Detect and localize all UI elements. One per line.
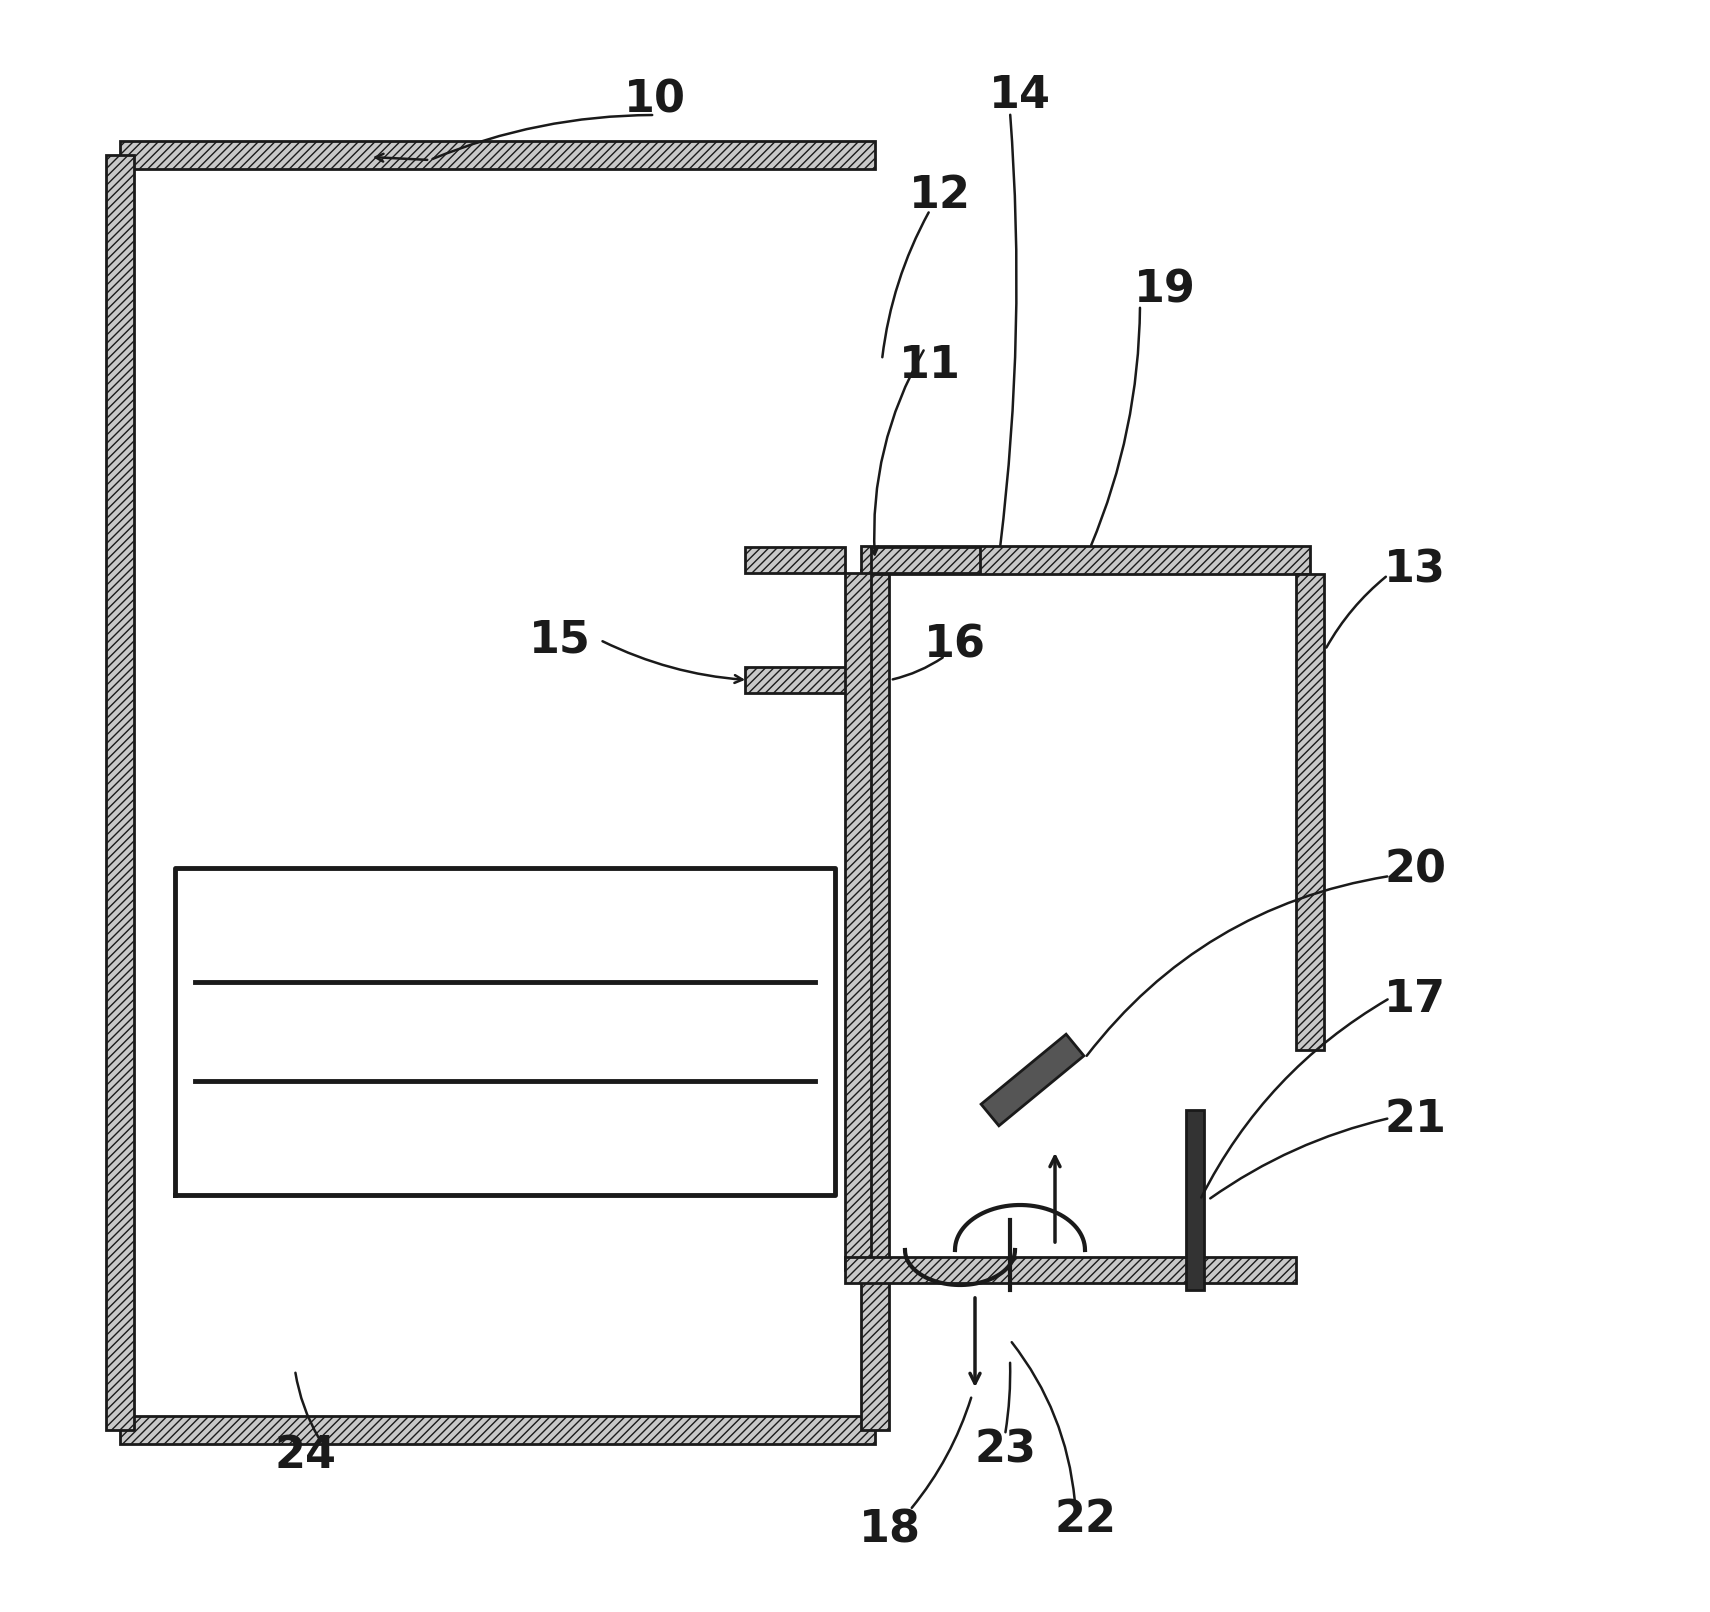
Polygon shape xyxy=(862,546,1310,574)
Polygon shape xyxy=(1296,574,1324,1049)
Polygon shape xyxy=(982,1035,1084,1125)
Polygon shape xyxy=(1187,1111,1204,1290)
Polygon shape xyxy=(845,572,870,1270)
Polygon shape xyxy=(862,571,889,1430)
Text: 18: 18 xyxy=(858,1509,922,1551)
Text: 12: 12 xyxy=(910,174,971,216)
Text: 17: 17 xyxy=(1383,978,1447,1022)
Text: 15: 15 xyxy=(528,619,592,661)
Polygon shape xyxy=(746,546,845,572)
Text: 10: 10 xyxy=(624,79,686,121)
Text: 16: 16 xyxy=(923,624,987,666)
Polygon shape xyxy=(870,546,980,572)
Text: 13: 13 xyxy=(1383,548,1447,592)
Text: 11: 11 xyxy=(899,343,961,387)
Text: 23: 23 xyxy=(975,1428,1036,1472)
Text: 19: 19 xyxy=(1134,269,1195,311)
Text: 24: 24 xyxy=(274,1433,335,1477)
Polygon shape xyxy=(120,1415,876,1444)
Polygon shape xyxy=(845,1257,1296,1283)
Text: 20: 20 xyxy=(1383,848,1447,891)
Polygon shape xyxy=(106,155,133,1430)
Polygon shape xyxy=(746,667,870,693)
Text: 14: 14 xyxy=(988,74,1052,116)
Text: 22: 22 xyxy=(1053,1499,1117,1541)
Text: 21: 21 xyxy=(1383,1098,1447,1141)
Polygon shape xyxy=(120,140,876,169)
